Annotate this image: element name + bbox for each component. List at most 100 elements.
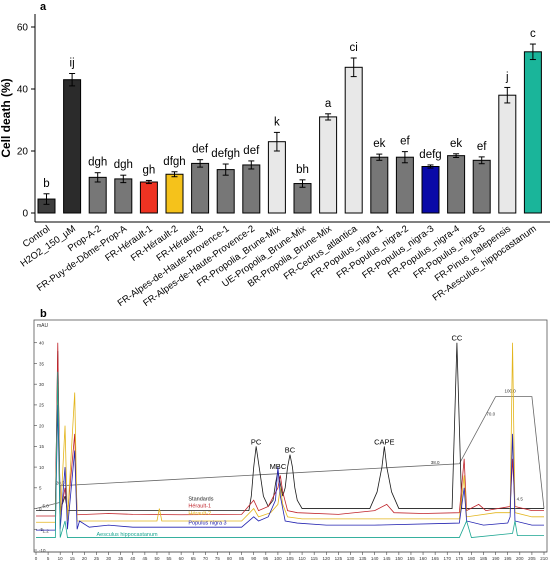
panel-b-trace-line: [36, 342, 544, 512]
panel-b-trace-line: [36, 342, 544, 517]
panel-b-x-ticks: 0 5 10 15 20 25 30 35 40 45 50 55 60 65 70 75 80 85 90 95 10…: [34, 551, 548, 561]
panel-b-peak-annotation: MBC: [270, 462, 287, 471]
panel-a-bar: [293, 183, 312, 214]
panel-b-x-tick-label: 200: [516, 556, 524, 561]
panel-b-x-tick-label: 120: [323, 556, 331, 561]
panel-a-significance-letter: ef: [400, 136, 410, 148]
panel-a-bars: [37, 51, 542, 214]
panel-b-x-tick-label: 40: [130, 556, 136, 561]
panel-b-x-tick-label: 205: [528, 556, 536, 561]
panel-a-significance-letter: b: [43, 178, 49, 190]
panel-b-peak-annotations: PC MBC BC CAPE CC: [251, 334, 463, 472]
panel-b-x-tick-label: 130: [347, 556, 355, 561]
panel-a-significance-letter: defg: [419, 149, 441, 161]
panel-a-bar: [114, 178, 133, 214]
panel-b-gradient-label: 70.0: [486, 411, 495, 416]
panel-b-x-tick-label: 55: [167, 556, 173, 561]
panel-b-trace-label: Populus nigra 3: [188, 520, 226, 526]
panel-a-significance-letter: defgh: [211, 148, 240, 160]
panel-a-y-tick-label: 40: [17, 85, 29, 96]
panel-b-x-tick-label: 150: [395, 556, 403, 561]
panel-a-bar: [319, 116, 338, 214]
panel-a-bar: [191, 162, 210, 214]
panel-a-significance-letter: k: [274, 116, 280, 128]
panel-a-bar: [421, 166, 440, 214]
panel-a-bar: [165, 173, 184, 214]
panel-b-x-tick-label: 105: [286, 556, 294, 561]
panel-b-x-tick-label: 25: [94, 556, 100, 561]
panel-b-y-tick-label: -5: [39, 527, 43, 532]
panel-b-x-tick-label: 185: [480, 556, 488, 561]
panel-b-x-tick-label: 85: [239, 556, 245, 561]
panel-b-x-tick-label: 110: [299, 556, 307, 561]
panel-a-significance-letter: bh: [296, 164, 309, 176]
panel-b-y-tick-label: 20: [39, 423, 45, 428]
panel-a-label: a: [40, 1, 47, 13]
panel-b-x-tick-label: 15: [70, 556, 76, 561]
panel-b-y-tick-label: -10: [39, 548, 46, 553]
panel-a-bar: [370, 156, 389, 214]
panel-a-y-tick-label: 60: [17, 23, 29, 34]
panel-b-trace-label: Aesculus hippocastanum: [96, 532, 158, 538]
panel-b-x-tick-label: 80: [227, 556, 233, 561]
panel-b-trace-label: Hérault-1: [188, 504, 211, 510]
panel-b-x-tick-label: 0: [35, 556, 38, 561]
panel-b-x-tick-label: 195: [504, 556, 512, 561]
panel-b-y-tick-label: 10: [39, 465, 45, 470]
panel-a-significance-letter: def: [192, 144, 209, 156]
panel-a-bar: [139, 181, 158, 214]
panel-b-x-tick-label: 90: [251, 556, 257, 561]
panel-b-x-tick-label: 30: [106, 556, 112, 561]
panel-b-x-tick-label: 100: [274, 556, 282, 561]
panel-b-x-tick-label: 155: [407, 556, 415, 561]
panel-a-significance-letter: dgh: [88, 157, 107, 169]
panel-b-gradient-label: 38.0: [431, 460, 440, 465]
panel-a-bar: [88, 176, 107, 214]
panel-b-x-tick-label: 140: [371, 556, 379, 561]
panel-b-y-axis-title: mAU: [37, 323, 49, 329]
panel-b-gradient-label: 100.0: [505, 388, 517, 393]
panel-b-x-tick-label: 125: [335, 556, 343, 561]
panel-b-x-tick-label: 165: [431, 556, 439, 561]
panel-b-x-tick-label: 50: [154, 556, 160, 561]
panel-b-peak-annotation: PC: [251, 437, 262, 446]
panel-b-x-tick-label: 70: [203, 556, 209, 561]
panel-a-significance-letter: dgh: [114, 159, 133, 171]
panel-a-significance-letter: ek: [373, 138, 385, 150]
panel-b-x-tick-label: 60: [179, 556, 185, 561]
panel-b-x-tick-label: 175: [456, 556, 464, 561]
panel-a-significance-letter: ij: [70, 58, 75, 70]
panel-b-x-tick-label: 75: [215, 556, 221, 561]
panel-b-y-tick-label: 30: [39, 382, 45, 387]
panel-b-frame: [33, 319, 548, 553]
panel-b-y-tick-label: 25: [39, 403, 45, 408]
panel-b-x-tick-label: 35: [118, 556, 124, 561]
panel-a-bar: [523, 51, 542, 214]
panel-a-significance-letter: def: [243, 145, 260, 157]
panel-b-peak-annotation: CAPE: [374, 437, 394, 446]
panel-b-gradient-label: 1.2: [43, 529, 50, 534]
panel-b-gradient-label: 5.0: [43, 504, 50, 509]
panel-a-bar: [447, 155, 466, 214]
panel-b-y-tick-label: 15: [39, 444, 45, 449]
panel-a-bar: [498, 94, 517, 214]
panel-b-peak-annotation: CC: [451, 334, 462, 343]
panel-a-significance-letter: a: [325, 98, 332, 110]
panel-a-significance-letter: c: [530, 28, 536, 40]
panel-b-x-tick-label: 65: [191, 556, 197, 561]
panel-b-x-tick-label: 210: [540, 556, 548, 561]
panel-a-bar: [344, 66, 363, 214]
panel-b-y-tick-label: 35: [39, 361, 45, 366]
panel-b-x-tick-label: 10: [58, 556, 64, 561]
panel-a-error-bars: [43, 43, 536, 205]
panel-b-x-tick-label: 145: [383, 556, 391, 561]
panel-a-y-axis-title: Cell death (%): [0, 78, 13, 157]
panel-b-x-tick-label: 95: [263, 556, 269, 561]
panel-b-y-tick-label: 40: [39, 341, 45, 346]
panel-a-bar: [267, 141, 286, 214]
panel-b-label: b: [40, 308, 47, 320]
panel-b-x-tick-label: 20: [82, 556, 88, 561]
panel-b-y-tick-label: 5: [39, 486, 42, 491]
